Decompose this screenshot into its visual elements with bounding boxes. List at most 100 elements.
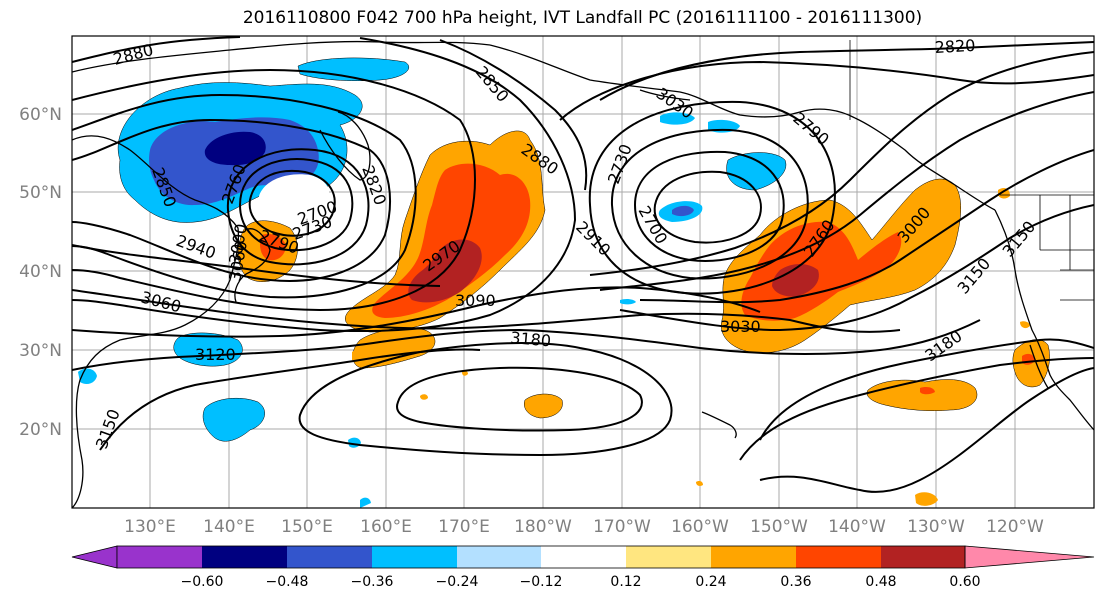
colorbar-tick-label: −0.60 — [181, 574, 224, 590]
japan-coast — [234, 228, 271, 303]
low-center-clear — [258, 174, 330, 222]
colorbar-ticks: −0.60 −0.48 −0.36 −0.24 −0.12 0.12 0.24 … — [181, 574, 981, 590]
contour-3120 — [72, 319, 981, 371]
colorbar-tick-label: −0.48 — [266, 574, 309, 590]
contour-3180-inner-west — [396, 366, 643, 432]
colorbar-bin — [202, 546, 287, 568]
colorbar-bin — [372, 546, 457, 568]
contour-east-low-ring-2 — [633, 150, 785, 262]
dot-2 — [462, 370, 468, 376]
longitude-label: 140°E — [203, 517, 255, 537]
contour-label: 3090 — [455, 291, 496, 310]
colorbar-bin — [457, 546, 541, 568]
colorbar-bin — [287, 546, 372, 568]
longitude-label: 170°E — [438, 517, 490, 537]
colorbar-extend-low — [71, 545, 118, 569]
gulf-alaska-blue — [726, 152, 787, 191]
contour-2850 — [72, 93, 417, 299]
map-plot-area: 2880 2850 2820 2790 2760 2730 2700 2910 … — [72, 36, 1094, 508]
west-pacific-blue-1 — [173, 332, 243, 367]
aleutians — [639, 89, 691, 101]
contour-2910 — [72, 37, 577, 333]
longitude-label: 170°W — [593, 517, 651, 537]
north-america-west — [994, 209, 1094, 431]
subtropical-orange-2 — [524, 393, 563, 419]
colorbar-tick-label: −0.36 — [351, 574, 394, 590]
siberia-blue-dark — [204, 131, 266, 166]
gulf-alaska-dark — [772, 264, 819, 297]
bering-coast — [489, 44, 856, 119]
central-blue-small-mid — [672, 205, 694, 217]
map-title: 2016110800 F042 700 hPa height, IVT Land… — [242, 8, 923, 28]
colorbar-tick-label: 0.12 — [610, 574, 641, 590]
longitude-label: 140°W — [828, 517, 886, 537]
contour-2880-arc — [72, 68, 476, 312]
colorbar-bin — [117, 546, 202, 568]
contour-3000-east — [639, 149, 1094, 304]
arctic-blue-strip — [297, 57, 410, 81]
subtropical-orange-3 — [915, 492, 938, 506]
contour-low-ring-2 — [238, 158, 354, 252]
contour-3030-east — [619, 204, 1094, 332]
contour-3150-east — [739, 357, 1094, 461]
west-pacific-blue-6 — [360, 497, 371, 508]
contour-3180-high-east — [759, 338, 1094, 441]
longitude-label: 120°W — [986, 517, 1044, 537]
longitude-label: 160°W — [671, 517, 729, 537]
colorbar-bin — [626, 546, 711, 568]
contour-2880-north-west — [72, 36, 241, 63]
hawaii — [701, 411, 737, 439]
latitude-label: 20°N — [19, 420, 62, 440]
contour-north-pole-arc — [439, 39, 588, 191]
latitude-label: 50°N — [19, 183, 62, 203]
siberia-north — [72, 40, 491, 73]
west-pacific-blue-5 — [620, 298, 636, 305]
contour-label: 3180 — [510, 328, 552, 350]
colorbar-tick-label: 0.36 — [780, 574, 811, 590]
colorbar-frame — [116, 545, 966, 569]
map-frame — [71, 35, 1095, 509]
contour-east-low-ring-4 — [588, 100, 836, 295]
contour-3150-east-2 — [759, 367, 1094, 493]
contour-2940 — [72, 244, 441, 287]
colorbar-extend-high — [964, 545, 1095, 569]
colorbar-bin — [796, 546, 881, 568]
colorbar-bin — [881, 546, 965, 568]
longitude-label: 150°E — [281, 517, 333, 537]
colorbar-tick-label: 0.48 — [865, 574, 896, 590]
colorbar-bin — [541, 546, 626, 568]
contour-label: 3120 — [195, 345, 236, 364]
colorbar: −0.60 −0.48 −0.36 −0.24 −0.12 0.12 0.24 … — [71, 545, 1095, 590]
longitude-label: 150°W — [750, 517, 808, 537]
contour-east-2850 — [559, 60, 1094, 121]
colorbar-tick-label: 0.24 — [695, 574, 726, 590]
colorbar-tick-label: −0.24 — [436, 574, 479, 590]
longitude-label: 130°W — [907, 517, 965, 537]
contour-east-2820 — [599, 41, 1094, 101]
longitude-label: 130°E — [124, 517, 176, 537]
contour-3060 — [72, 289, 901, 333]
asia-east-coast — [72, 135, 240, 508]
contour-3180-high-west — [298, 342, 673, 457]
latitude-label: 40°N — [19, 262, 62, 282]
baja — [1029, 344, 1049, 389]
latitude-label: 60°N — [19, 105, 62, 125]
dot-3 — [696, 481, 703, 486]
contour-east-low-ring-1 — [653, 170, 762, 244]
kamchatka — [319, 111, 371, 181]
contour-label: 3030 — [720, 317, 761, 336]
height-contours — [72, 36, 1094, 493]
latitude-label: 30°N — [19, 341, 62, 361]
colorbar-tick-label: −0.12 — [520, 574, 563, 590]
contour-label: 2820 — [934, 36, 976, 57]
contour-low-ring-1 — [248, 170, 336, 237]
dot-4 — [1020, 321, 1030, 329]
atmospheric-river-west-mid — [372, 163, 531, 318]
contour-low-ring-3 — [226, 148, 370, 266]
alaska-south — [854, 117, 996, 211]
latitude-axis: 60°N 50°N 40°N 30°N 20°N — [19, 105, 62, 440]
longitude-label: 180°W — [514, 517, 572, 537]
pnw-orange — [998, 188, 1010, 199]
longitude-label: 160°E — [360, 517, 412, 537]
